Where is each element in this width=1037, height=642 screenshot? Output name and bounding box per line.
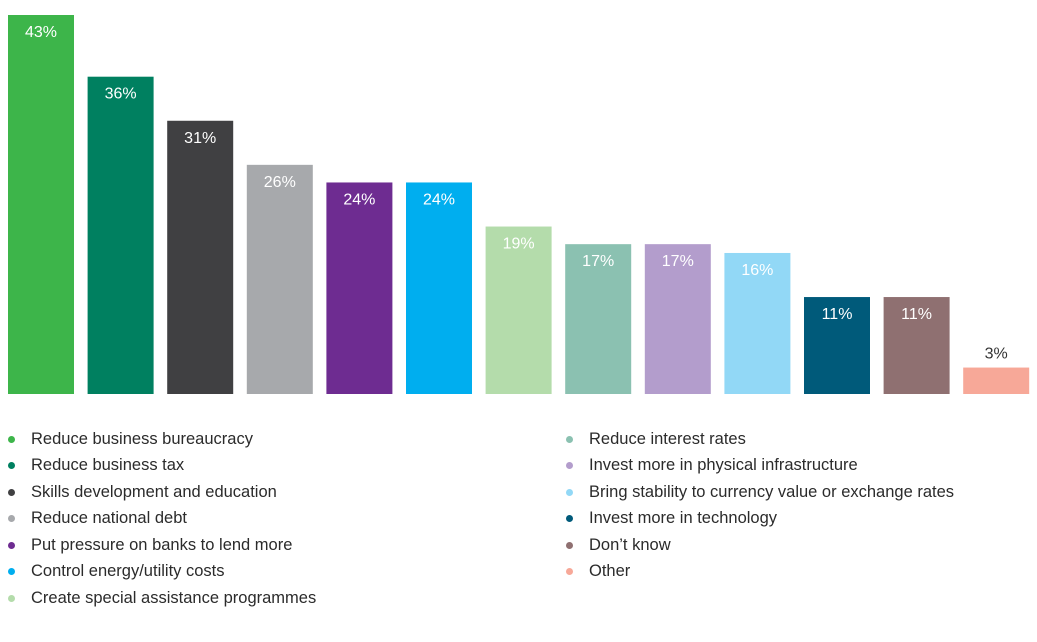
legend-dot-icon	[566, 568, 573, 576]
legend-label: Invest more in physical infrastructure	[589, 456, 858, 475]
legend-dot-icon	[566, 488, 573, 496]
legend-label: Bring stability to currency value or exc…	[589, 482, 955, 501]
legend-label: Other	[589, 562, 631, 581]
legend-dot-icon	[8, 462, 15, 470]
bar-value-label: 16%	[741, 262, 773, 279]
bar-2	[87, 76, 154, 394]
legend-dot-icon	[566, 515, 573, 523]
legend-dot-icon	[566, 541, 573, 549]
bar-7	[485, 226, 552, 394]
legend-dot-icon	[8, 568, 15, 576]
legend-item: Reduce business bureaucracy	[8, 426, 316, 453]
legend-label: Reduce business tax	[31, 456, 185, 475]
bar-value-label: 11%	[822, 306, 853, 323]
legend-item: Create special assistance programmes	[8, 585, 316, 612]
legend-column-left: Reduce business bureaucracy Reduce busine…	[8, 426, 316, 612]
legend-dot-icon	[8, 541, 15, 549]
bar-value-label: 26%	[264, 174, 296, 191]
bar-6	[406, 182, 472, 394]
legend-item: Reduce interest rates	[566, 426, 954, 453]
legend-item: Other	[566, 559, 954, 586]
legend-dot-icon	[566, 435, 573, 443]
legend-column-right: Reduce interest rates Invest more in phys…	[566, 426, 954, 585]
legend-dot-icon	[8, 435, 15, 443]
legend-item: Don’t know	[566, 532, 954, 559]
legend-item: Bring stability to currency value or exc…	[566, 479, 954, 506]
bar-value-label: 17%	[582, 253, 614, 270]
bar-13	[963, 367, 1030, 394]
bar-value-label: 3%	[985, 346, 1008, 363]
legend-label: Control energy/utility costs	[31, 562, 225, 581]
legend-dot-icon	[8, 488, 15, 496]
legend-label: Skills development and education	[31, 482, 277, 501]
legend-dot-icon	[8, 594, 15, 602]
bar-8	[565, 244, 632, 394]
legend-label: Create special assistance programmes	[31, 588, 317, 607]
bar-value-label: 36%	[105, 86, 137, 103]
legend-dot-icon	[566, 462, 573, 470]
legend-item: Invest more in physical infrastructure	[566, 453, 954, 480]
bar-chart: 43% 36% 31% 26% 24% 24% 19% 17% 17% 16% 11% 11% 3%	[8, 15, 1030, 394]
legend-label: Invest more in technology	[589, 509, 778, 528]
bar-5	[326, 182, 393, 394]
legend-item: Put pressure on banks to lend more	[8, 532, 316, 559]
bar-value-label: 24%	[423, 191, 455, 208]
legend-item: Reduce national debt	[8, 506, 316, 533]
legend-label: Put pressure on banks to lend more	[31, 535, 293, 554]
legend-label: Reduce interest rates	[589, 429, 746, 448]
bar-12	[883, 297, 950, 394]
bar-4	[246, 164, 313, 394]
bar-value-label: 11%	[901, 306, 932, 323]
legend-label: Reduce national debt	[31, 509, 187, 528]
bar-value-label: 17%	[662, 253, 694, 270]
legend-item: Skills development and education	[8, 479, 316, 506]
legend-dot-icon	[8, 515, 15, 523]
bar-9	[644, 244, 711, 394]
bar-11	[804, 297, 870, 394]
legend-item: Reduce business tax	[8, 453, 316, 480]
bar-value-label: 19%	[503, 236, 535, 253]
legend-label: Don’t know	[589, 535, 671, 554]
legend-item: Control energy/utility costs	[8, 559, 316, 586]
bar-value-label: 31%	[184, 130, 216, 147]
bar-value-label: 24%	[343, 191, 375, 208]
bar-3	[167, 120, 234, 394]
bar-value-label: 43%	[25, 24, 57, 41]
bar-1	[8, 15, 74, 394]
legend-label: Reduce business bureaucracy	[31, 429, 253, 448]
bar-10	[724, 252, 791, 394]
legend-item: Invest more in technology	[566, 506, 954, 533]
